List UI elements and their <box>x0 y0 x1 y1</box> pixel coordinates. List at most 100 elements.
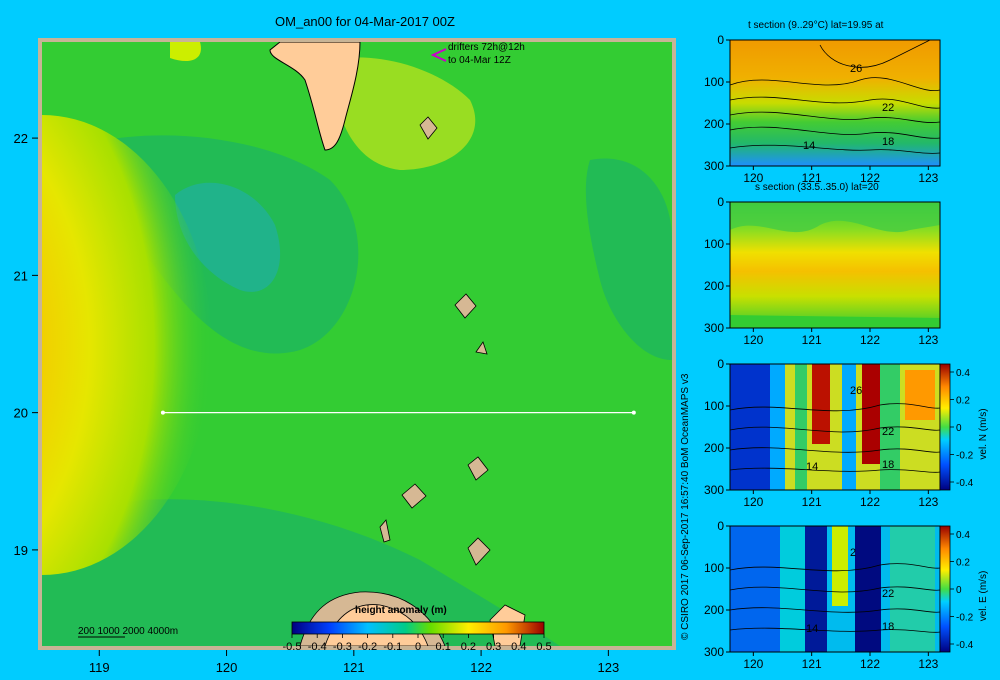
island-small-1 <box>475 341 488 355</box>
panel3-ytick-label-0: 0 <box>717 519 724 533</box>
colorbar-tick-label-4: -0.1 <box>383 641 402 653</box>
island-n <box>419 116 438 140</box>
panel3-xtick-label-121: 121 <box>802 657 822 671</box>
ve-contour-label-1: 22 <box>882 588 894 600</box>
t-section-frame <box>729 39 941 167</box>
depression-zone-south <box>42 499 560 646</box>
island-babuyan-3 <box>379 519 391 543</box>
panel3-xtick-label-122: 122 <box>860 657 880 671</box>
panel0-ytick-label-100: 100 <box>704 75 724 89</box>
colorbar-tick-label-8: 0.3 <box>486 641 501 653</box>
s-section-title: s section (33.5..35.0) lat=20 <box>755 182 879 193</box>
t-contour-labels: 26 22 18 14 <box>803 63 894 152</box>
panel2-xtick-label-121: 121 <box>802 495 822 509</box>
colorbar-tick-label-1: -0.4 <box>308 641 327 653</box>
vbar4-tick-label-0: 0.4 <box>956 530 970 541</box>
ve-colorbar <box>939 525 951 653</box>
panel0-ytick-label-200: 200 <box>704 117 724 131</box>
vn-contour-1 <box>730 403 940 412</box>
vn-section-panel: 26 22 18 14 <box>729 363 951 491</box>
t-contour-label-1: 22 <box>882 102 894 114</box>
panel1-ytick-label-300: 300 <box>704 321 724 335</box>
island-babuyan-2 <box>401 483 427 509</box>
t-contour-label-3: 14 <box>803 140 815 152</box>
colorbar-label: height anomaly (m) <box>355 605 447 616</box>
t-contour-label-0: 26 <box>850 63 862 75</box>
vn-colorbar <box>939 363 951 491</box>
depth-legend: 200 1000 2000 4000m <box>78 626 178 637</box>
vbar3-tick-label-3: -0.2 <box>956 451 974 462</box>
panel1-xtick-label-121: 121 <box>802 333 822 347</box>
ve-contour-1 <box>730 563 940 572</box>
t-contour-label-2: 18 <box>882 136 894 148</box>
map-field <box>42 42 672 646</box>
ve-band-4 <box>832 526 848 606</box>
section-axis-ticks: 120 121 122 123 0 100 200 300 120 121 122 123 0 100 20… <box>704 33 974 671</box>
depression-core-nw <box>175 182 281 292</box>
panel2-ytick-label-0: 0 <box>717 357 724 371</box>
s-section-frame <box>729 201 941 329</box>
drifters-label-2: to 04-Mar 12Z <box>448 55 511 66</box>
vn-contour-3 <box>730 447 940 453</box>
vn-contour-label-0: 26 <box>850 385 862 397</box>
panel0-ytick-label-300: 300 <box>704 159 724 173</box>
panel0-xtick-label-122: 122 <box>860 171 880 185</box>
ve-contour-2 <box>730 586 940 593</box>
island-babuyan-1 <box>467 456 489 481</box>
panel2-ytick-label-200: 200 <box>704 441 724 455</box>
vn-band-8 <box>905 370 935 420</box>
panel1-xtick-label-122: 122 <box>860 333 880 347</box>
ve-colorbar-label: vel. E (m/s) <box>978 571 989 622</box>
vn-band-6 <box>862 364 880 464</box>
vn-band-4 <box>812 364 830 444</box>
high-zone-north-small <box>170 42 201 62</box>
vbar3-tick-label-4: -0.4 <box>956 478 974 489</box>
island-batanes <box>454 293 477 319</box>
panel0-xtick-label-123: 123 <box>918 171 938 185</box>
depression-zone-east <box>585 158 672 360</box>
map-ytick-label-22: 22 <box>14 131 28 146</box>
map-panel: drifters 72h@12h to 04-Mar 12Z 200 1000 … <box>14 38 676 675</box>
map-xtick-label-123: 123 <box>598 660 620 675</box>
ve-band-6 <box>890 526 935 652</box>
ve-contour-label-3: 14 <box>806 623 818 635</box>
vn-band-3 <box>795 364 807 490</box>
map-xtick-label-120: 120 <box>216 660 238 675</box>
high-zone-north <box>330 57 476 170</box>
drifters-label-1: drifters 72h@12h <box>448 42 525 53</box>
s-surface-layer <box>730 202 940 233</box>
panel0-xtick-label-120: 120 <box>743 171 763 185</box>
vbar3-tick-label-2: 0 <box>956 423 962 434</box>
vn-colorbar-label: vel. N (m/s) <box>978 408 989 459</box>
s-section-panel <box>729 201 941 329</box>
t-contour-1 <box>730 77 940 92</box>
colorbar-tick-label-9: 0.4 <box>511 641 526 653</box>
vn-contour-4 <box>730 467 940 473</box>
ve-contour-4 <box>730 627 940 633</box>
map-xtick-label-122: 122 <box>470 660 492 675</box>
ve-band-3 <box>805 526 827 652</box>
panel1-ytick-label-100: 100 <box>704 237 724 251</box>
colorbar-tick-label-0: -0.5 <box>283 641 302 653</box>
vn-contour-2 <box>730 426 940 433</box>
section-line <box>160 410 636 415</box>
island-babuyan-4 <box>467 537 491 566</box>
map-axis-ticks: 119 120 121 122 123 19 20 21 22 <box>14 131 620 675</box>
map-ytick-label-19: 19 <box>14 543 28 558</box>
panel3-xtick-label-120: 120 <box>743 657 763 671</box>
map-title: OM_an00 for 04-Mar-2017 00Z <box>275 14 455 29</box>
map-xtick-label-121: 121 <box>343 660 365 675</box>
panel2-xtick-label-123: 123 <box>918 495 938 509</box>
ve-contour-3 <box>730 607 940 613</box>
colorbar-tick-label-6: 0.1 <box>436 641 451 653</box>
section-line-end <box>631 410 636 415</box>
colorbar-tick-label-3: -0.2 <box>358 641 377 653</box>
t-contour-4 <box>730 126 940 139</box>
map-ytick-label-21: 21 <box>14 268 28 283</box>
panel3-ytick-label-300: 300 <box>704 645 724 659</box>
t-section-panel: 26 22 18 14 <box>729 39 941 167</box>
vbar4-tick-label-3: -0.2 <box>956 613 974 624</box>
panel2-ytick-label-100: 100 <box>704 399 724 413</box>
panel3-ytick-label-200: 200 <box>704 603 724 617</box>
taiwan-land <box>269 42 361 151</box>
